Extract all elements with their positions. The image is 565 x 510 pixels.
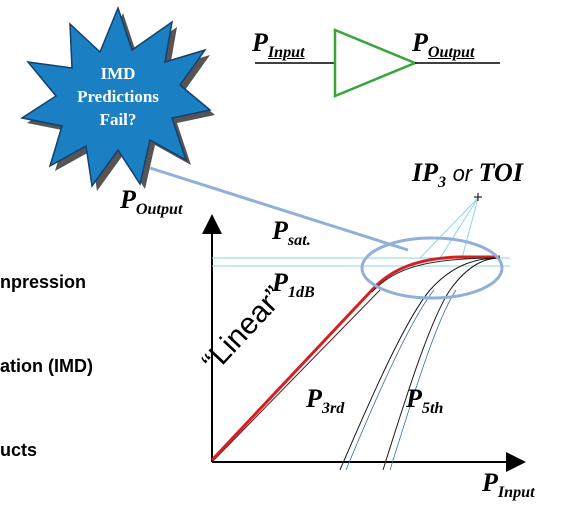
burst-label: IMD Predictions Fail? xyxy=(63,62,173,131)
burst-line-2: Predictions xyxy=(77,87,159,106)
p3rd-curve xyxy=(339,257,501,471)
ip3-extrapolation-linear xyxy=(419,197,479,259)
burst-line-1: IMD xyxy=(100,64,136,83)
y-axis-label: POutput xyxy=(120,185,183,219)
amp-input-label: PInput xyxy=(252,28,305,62)
saturation-region-ellipse xyxy=(360,236,504,300)
p1db-label: P1dB xyxy=(272,268,315,302)
p3rd-curve-blue xyxy=(345,289,435,471)
x-axis-label: PInput xyxy=(482,468,535,502)
burst-line-3: Fail? xyxy=(99,110,137,129)
p3rd-label: P3rd xyxy=(306,384,345,418)
ip3-toi-label: IP3 or TOI xyxy=(412,158,523,192)
p5th-curve-blue xyxy=(389,289,457,471)
callout-line xyxy=(149,166,409,252)
psat-label: Psat. xyxy=(272,216,311,250)
ip3-extrapolation-5th xyxy=(461,197,479,259)
amp-output-label: POutput xyxy=(412,28,475,62)
left-text-products: ucts xyxy=(0,440,38,460)
left-text-compression: npression xyxy=(0,272,87,292)
compression-curve-dark xyxy=(371,257,501,293)
p5th-label: P5th xyxy=(406,384,444,418)
linear-line-shadow xyxy=(211,289,381,463)
linear-response-curve xyxy=(210,255,500,462)
burst-shape xyxy=(20,5,212,188)
p5th-curve xyxy=(382,257,501,471)
amplifier-triangle xyxy=(333,28,419,98)
left-text-imd: ation (IMD) xyxy=(0,356,93,376)
ip3-extrapolation-3rd xyxy=(439,197,479,259)
